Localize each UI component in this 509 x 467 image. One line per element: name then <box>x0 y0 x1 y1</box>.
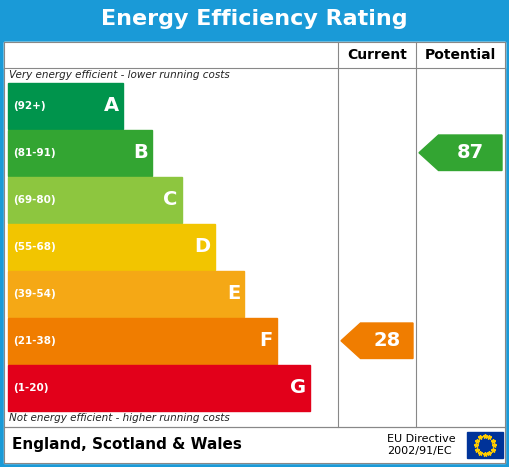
Text: F: F <box>260 331 273 350</box>
Text: 28: 28 <box>373 331 401 350</box>
Text: C: C <box>163 190 178 209</box>
Bar <box>8 365 310 410</box>
Bar <box>467 432 503 458</box>
Bar <box>8 177 182 222</box>
Text: A: A <box>104 96 119 115</box>
Bar <box>8 271 244 317</box>
Text: (1-20): (1-20) <box>13 383 48 393</box>
Bar <box>4 427 505 463</box>
Bar <box>8 83 123 128</box>
Text: E: E <box>227 284 240 303</box>
Polygon shape <box>341 323 413 359</box>
Text: (55-68): (55-68) <box>13 242 56 252</box>
Text: Current: Current <box>347 48 407 62</box>
Bar <box>0 0 509 38</box>
Text: (69-80): (69-80) <box>13 195 55 205</box>
Text: Energy Efficiency Rating: Energy Efficiency Rating <box>101 9 408 29</box>
Text: England, Scotland & Wales: England, Scotland & Wales <box>12 438 242 453</box>
Text: (92+): (92+) <box>13 101 46 111</box>
Text: Very energy efficient - lower running costs: Very energy efficient - lower running co… <box>9 70 230 80</box>
Polygon shape <box>419 135 502 170</box>
Text: Not energy efficient - higher running costs: Not energy efficient - higher running co… <box>9 413 230 423</box>
Bar <box>8 224 215 269</box>
Bar <box>4 42 505 68</box>
Text: EU Directive: EU Directive <box>387 434 456 444</box>
Bar <box>4 42 505 427</box>
Text: 87: 87 <box>457 143 484 162</box>
Text: G: G <box>290 378 306 397</box>
Bar <box>8 130 152 176</box>
Text: B: B <box>133 143 148 162</box>
Text: (21-38): (21-38) <box>13 336 56 346</box>
Text: 2002/91/EC: 2002/91/EC <box>387 446 451 456</box>
Bar <box>8 318 277 363</box>
Text: Potential: Potential <box>425 48 496 62</box>
Text: (81-91): (81-91) <box>13 148 55 158</box>
Text: (39-54): (39-54) <box>13 289 56 299</box>
Text: D: D <box>194 237 211 256</box>
